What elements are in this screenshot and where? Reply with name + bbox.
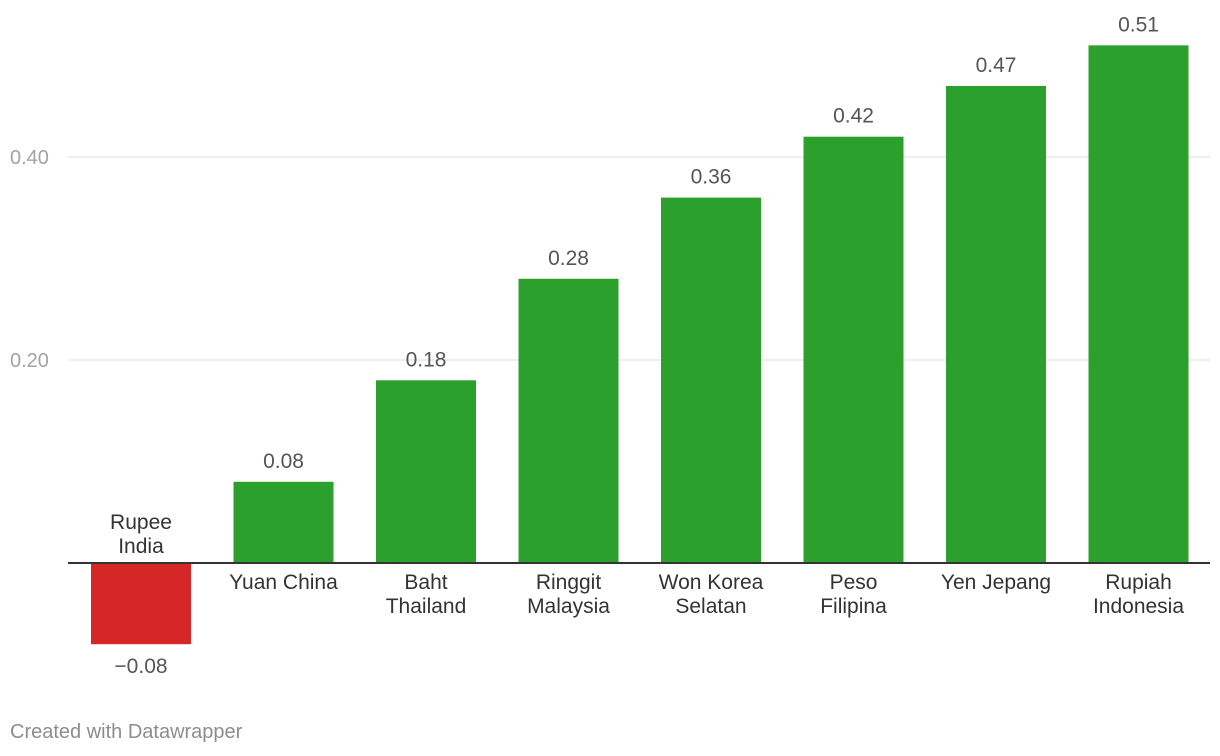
category-label: Ringgit <box>536 571 602 594</box>
bar <box>803 136 904 563</box>
bar <box>518 278 619 563</box>
category-label: Thailand <box>386 595 467 618</box>
category-label: Won Korea <box>659 571 764 594</box>
category-label: Yuan China <box>229 571 338 594</box>
y-axis-ticks: 0.20 0.40 <box>10 147 49 372</box>
y-tick-label: 0.40 <box>10 147 49 169</box>
category-label: India <box>118 535 164 558</box>
bar <box>91 563 191 645</box>
value-label: 0.51 <box>1118 13 1159 36</box>
value-label: 0.28 <box>548 247 589 270</box>
category-label: Indonesia <box>1093 595 1184 618</box>
y-tick-label: 0.20 <box>10 350 49 372</box>
bars <box>91 45 1189 645</box>
footer-credit: Created with Datawrapper <box>10 721 243 743</box>
value-label: −0.08 <box>114 655 167 678</box>
category-label: Baht <box>404 571 447 594</box>
category-label: Malaysia <box>527 595 610 618</box>
category-label: Filipina <box>820 595 887 618</box>
bar <box>1088 45 1189 564</box>
value-label: 0.08 <box>263 450 304 473</box>
bar <box>233 481 334 563</box>
category-label: Yen Jepang <box>941 571 1051 594</box>
value-label: 0.42 <box>833 105 874 128</box>
value-label: 0.36 <box>691 166 732 189</box>
bar <box>376 380 476 563</box>
value-label: 0.47 <box>976 54 1017 77</box>
category-label: Rupee <box>110 511 172 534</box>
value-label: 0.18 <box>406 348 447 371</box>
bar <box>946 85 1046 563</box>
category-label: Peso <box>830 571 878 594</box>
bar <box>661 197 761 563</box>
category-label: Selatan <box>675 595 746 618</box>
category-label: Rupiah <box>1105 571 1172 594</box>
